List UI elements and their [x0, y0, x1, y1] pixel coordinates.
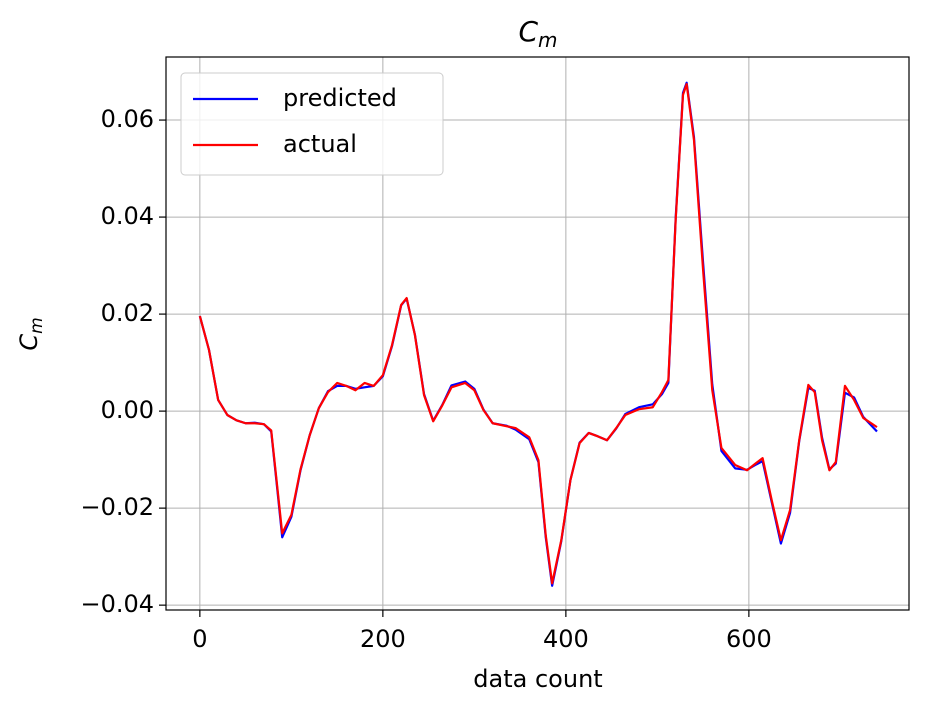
- y-tick-label: 0.04: [101, 202, 154, 230]
- y-tick-label: −0.02: [80, 493, 154, 521]
- y-tick-label: −0.04: [80, 590, 154, 618]
- y-axis-label-base: C: [15, 334, 43, 351]
- x-tick-label: 400: [543, 625, 589, 653]
- chart-title-sub: m: [538, 28, 557, 52]
- data-line: [198, 83, 878, 585]
- chart-title: Cm: [518, 15, 557, 52]
- x-tick-label: 600: [726, 625, 772, 653]
- legend-label: predicted: [283, 84, 397, 112]
- y-axis-label-sub: m: [27, 317, 47, 334]
- y-axis-label: Cm: [15, 317, 47, 350]
- x-tick-label: 0: [192, 625, 207, 653]
- y-tick-label: 0.00: [101, 396, 154, 424]
- chart-title-base: C: [518, 15, 538, 48]
- x-axis-label: data count: [473, 665, 602, 693]
- y-tick-label: 0.02: [101, 299, 154, 327]
- legend-label: actual: [283, 130, 357, 158]
- plot-frame: [165, 56, 910, 611]
- x-tick-label: 200: [360, 625, 406, 653]
- y-tick-label: 0.06: [101, 105, 154, 133]
